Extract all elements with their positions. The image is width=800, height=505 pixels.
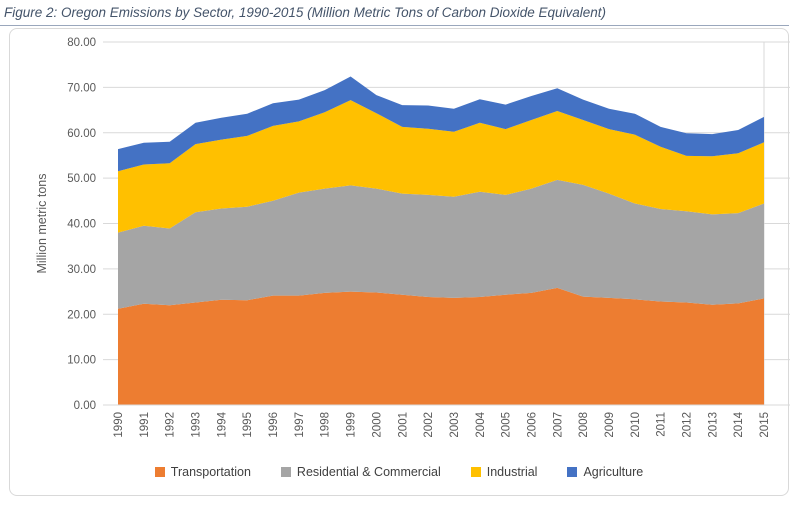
y-tick-label: 20.00	[67, 309, 96, 321]
transportation-swatch-icon	[154, 467, 165, 477]
legend-label: Residential & Commercial	[296, 465, 441, 479]
y-tick-label: 70.00	[67, 82, 96, 94]
x-tick-label: 2001	[397, 412, 409, 438]
x-tick-label: 1994	[216, 411, 228, 437]
legend-label: Industrial	[486, 465, 538, 479]
x-tick-label: 1998	[320, 412, 332, 438]
y-tick-label: 60.00	[67, 128, 96, 140]
legend-label: Agriculture	[583, 465, 644, 479]
y-tick-label: 40.00	[67, 219, 96, 231]
residential-commercial-swatch-icon	[280, 467, 291, 477]
chart-legend: Transportation Residential & Commercial …	[9, 461, 789, 483]
x-tick-label: 2008	[578, 412, 590, 438]
y-tick-label: 10.00	[67, 355, 96, 367]
x-tick-label: 1999	[346, 412, 358, 438]
x-tick-label: 2000	[371, 412, 383, 438]
x-tick-label: 2006	[526, 412, 538, 438]
x-tick-label: 2012	[682, 412, 694, 438]
x-tick-label: 1996	[268, 412, 280, 438]
x-tick-label: 2015	[759, 412, 771, 438]
industrial-swatch-icon	[470, 467, 481, 477]
area-residential-commercial	[118, 179, 764, 309]
x-tick-label: 1992	[165, 412, 177, 438]
legend-item-residential-commercial: Residential & Commercial	[280, 465, 441, 479]
y-axis-title: Million metric tons	[35, 173, 49, 273]
x-tick-label: 2009	[604, 412, 616, 438]
figure-title: Figure 2: Oregon Emissions by Sector, 19…	[4, 5, 607, 20]
y-tick-label: 0.00	[74, 400, 96, 412]
y-tick-label: 80.00	[67, 37, 96, 49]
x-tick-label: 2002	[423, 412, 435, 438]
legend-item-agriculture: Agriculture	[567, 465, 643, 479]
legend-label: Transportation	[170, 465, 251, 479]
y-tick-label: 50.00	[67, 173, 96, 185]
legend-item-transportation: Transportation	[154, 465, 251, 479]
area-industrial	[118, 100, 764, 233]
x-tick-label: 2004	[475, 411, 487, 437]
x-tick-label: 1993	[191, 412, 203, 438]
area-agriculture	[118, 76, 764, 172]
x-tick-label: 1997	[294, 412, 306, 438]
x-tick-label: 2013	[707, 412, 719, 438]
x-tick-label: 2005	[501, 412, 513, 438]
area-transportation	[118, 287, 764, 405]
x-tick-label: 2014	[733, 411, 745, 437]
x-tick-label: 2010	[630, 412, 642, 438]
x-tick-label: 2003	[449, 412, 461, 438]
x-tick-label: 1991	[139, 412, 151, 438]
y-tick-label: 30.00	[67, 264, 96, 276]
title-underline	[0, 25, 789, 26]
x-tick-label: 2011	[656, 412, 668, 437]
x-tick-label: 1990	[113, 412, 125, 438]
x-tick-label: 1995	[242, 412, 254, 438]
x-tick-label: 2007	[552, 412, 564, 438]
agriculture-swatch-icon	[567, 467, 578, 477]
legend-item-industrial: Industrial	[470, 465, 538, 479]
